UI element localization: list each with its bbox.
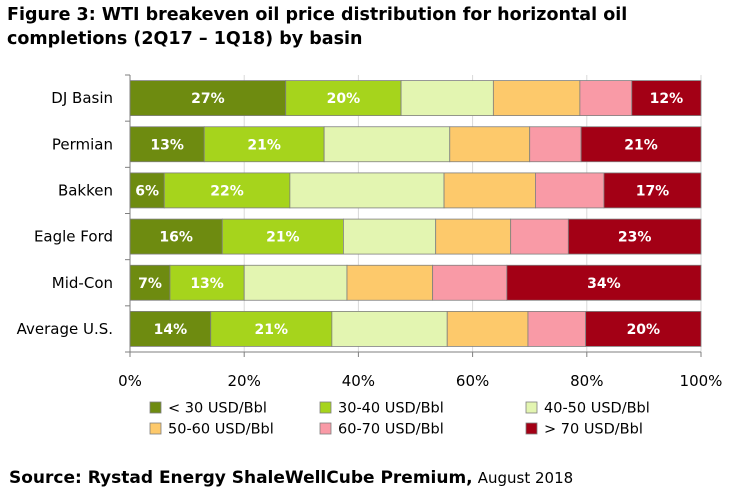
data-label: 22% [210, 183, 244, 199]
data-label: 13% [150, 137, 184, 153]
bar-eagle-ford-30-usd-bbl [129, 218, 223, 255]
bar-average-u-s-50-60-usd-bbl [446, 311, 529, 347]
x-tick-label: 40% [342, 372, 375, 390]
bar-mid-con-40-50-usd-bbl [243, 264, 348, 301]
bar-average-u-s-60-70-usd-bbl [527, 311, 587, 347]
data-label: 13% [190, 276, 224, 292]
bar-permian-60-70-usd-bbl [529, 126, 582, 163]
legend-swatch [525, 401, 538, 414]
category-label: DJ Basin [51, 89, 113, 107]
legend-swatch [525, 422, 538, 435]
legend-label: 30-40 USD/Bbl [338, 401, 444, 417]
category-label: Mid-Con [52, 274, 113, 292]
bar-permian-40-50-usd-bbl [323, 126, 451, 163]
bar-permian-70-usd-bbl [580, 126, 702, 163]
bar-bakken-30-40-usd-bbl [163, 172, 291, 209]
x-tick-label: 20% [228, 372, 261, 390]
bar-eagle-ford-30-40-usd-bbl [221, 218, 344, 255]
bar-dj-basin-50-60-usd-bbl [492, 80, 581, 116]
category-label: Bakken [58, 181, 113, 199]
bar-bakken-50-60-usd-bbl [443, 172, 536, 209]
legend-swatch [319, 401, 332, 414]
bar-dj-basin-30-usd-bbl [129, 80, 287, 116]
legend-label: < 30 USD/Bbl [168, 401, 267, 417]
bar-average-u-s-30-usd-bbl [129, 311, 212, 347]
bar-average-u-s-30-40-usd-bbl [210, 311, 333, 347]
x-tick-label: 80% [570, 372, 603, 390]
data-label: 21% [624, 137, 658, 153]
bar-dj-basin-60-70-usd-bbl [579, 80, 633, 116]
data-label: 34% [587, 276, 621, 292]
x-tick-label: 100% [680, 372, 723, 390]
bar-bakken-40-50-usd-bbl [289, 172, 445, 209]
bar-eagle-ford-70-usd-bbl [567, 218, 702, 255]
x-tick-label: 0% [118, 372, 142, 390]
data-label: 20% [627, 322, 661, 338]
data-label: 20% [327, 91, 361, 107]
data-label: 27% [191, 91, 225, 107]
bar-mid-con-50-60-usd-bbl [346, 264, 434, 301]
legend-label: 40-50 USD/Bbl [544, 401, 650, 417]
bar-mid-con-60-70-usd-bbl [432, 264, 508, 301]
bar-eagle-ford-60-70-usd-bbl [510, 218, 569, 255]
bar-average-u-s-40-50-usd-bbl [331, 311, 448, 347]
bar-permian-30-40-usd-bbl [203, 126, 325, 163]
source-date: August 2018 [477, 469, 574, 487]
data-label: 14% [154, 322, 188, 338]
bar-mid-con-70-usd-bbl [506, 264, 702, 301]
category-label: Average U.S. [17, 320, 113, 338]
data-label: 23% [618, 230, 652, 246]
data-label: 17% [636, 183, 670, 199]
bar-bakken-70-usd-bbl [603, 172, 702, 209]
data-label: 21% [247, 137, 281, 153]
chart-title-line-1: Figure 3: WTI breakeven oil price distri… [7, 5, 628, 25]
legend-swatch [319, 422, 332, 435]
bar-mid-con-30-40-usd-bbl [169, 264, 245, 301]
bar-average-u-s-70-usd-bbl [585, 311, 702, 347]
bar-eagle-ford-40-50-usd-bbl [343, 218, 437, 255]
bar-dj-basin-40-50-usd-bbl [400, 80, 494, 116]
source-label: Source: Rystad Energy ShaleWellCube Prem… [9, 468, 473, 488]
bar-permian-50-60-usd-bbl [449, 126, 531, 163]
x-tick-label: 60% [456, 372, 489, 390]
chart-title: Figure 3: WTI breakeven oil price distri… [7, 3, 723, 51]
data-label: 21% [255, 322, 289, 338]
chart-title-line-2: completions (2Q17 – 1Q18) by basin [7, 29, 363, 49]
legend-label: 50-60 USD/Bbl [168, 422, 274, 438]
source-note: Source: Rystad Energy ShaleWellCube Prem… [9, 468, 573, 488]
legend-label: > 70 USD/Bbl [544, 422, 643, 438]
data-label: 6% [135, 183, 159, 199]
bar-mid-con-30-usd-bbl [129, 264, 171, 301]
data-label: 16% [159, 230, 193, 246]
category-label: Permian [52, 135, 113, 153]
bar-bakken-30-usd-bbl [129, 172, 165, 209]
bar-permian-30-usd-bbl [129, 126, 205, 163]
legend-swatch [149, 401, 162, 414]
legend-swatch [149, 422, 162, 435]
bar-dj-basin-30-40-usd-bbl [285, 80, 402, 116]
data-label: 21% [266, 230, 300, 246]
bar-dj-basin-70-usd-bbl [631, 80, 702, 116]
data-label: 12% [650, 91, 684, 107]
legend-label: 60-70 USD/Bbl [338, 422, 444, 438]
bar-bakken-60-70-usd-bbl [535, 172, 605, 209]
bar-eagle-ford-50-60-usd-bbl [435, 218, 512, 255]
category-label: Eagle Ford [34, 228, 113, 246]
data-label: 7% [138, 276, 162, 292]
stacked-bar-chart: 27% 20% 12% DJ Basin 13% 21% 21% Permian 6% 22% 17… [17, 74, 723, 438]
